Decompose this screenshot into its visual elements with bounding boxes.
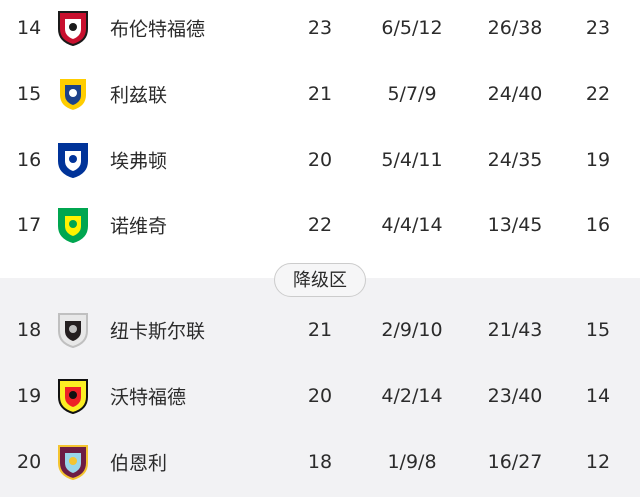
- relegation-zone: 18 纽卡斯尔联 21 2/9/10 21/43 15 19 沃特福德 20 4/…: [0, 278, 640, 497]
- team-name[interactable]: 纽卡斯尔联: [110, 320, 206, 343]
- matches-played: 21: [307, 319, 333, 341]
- points: 14: [585, 385, 611, 407]
- rank: 19: [17, 385, 42, 407]
- rank: 15: [17, 83, 42, 105]
- watford-crest-icon: [56, 377, 90, 415]
- team-name[interactable]: 埃弗顿: [110, 150, 168, 173]
- matches-played: 20: [307, 385, 333, 407]
- goals-for-against: 13/45: [487, 214, 543, 236]
- matches-played: 23: [307, 17, 333, 39]
- win-draw-loss: 6/5/12: [381, 17, 443, 39]
- rank: 20: [17, 451, 42, 473]
- win-draw-loss: 4/2/14: [381, 385, 443, 407]
- rank: 16: [17, 149, 42, 171]
- win-draw-loss: 5/7/9: [387, 83, 437, 105]
- win-draw-loss: 4/4/14: [381, 214, 443, 236]
- brentford-crest-icon: [56, 9, 90, 47]
- table-row[interactable]: 16 埃弗顿 20 5/4/11 24/35 19: [0, 127, 640, 193]
- table-row[interactable]: 17 诺维奇 22 4/4/14 13/45 16: [0, 192, 640, 258]
- points: 12: [585, 451, 611, 473]
- table-row[interactable]: 14 布伦特福德 23 6/5/12 26/38 23: [0, 0, 640, 61]
- goals-for-against: 16/27: [487, 451, 543, 473]
- burnley-crest-icon: [56, 443, 90, 481]
- team-name[interactable]: 诺维奇: [110, 215, 168, 238]
- matches-played: 18: [307, 451, 333, 473]
- team-name[interactable]: 伯恩利: [110, 452, 168, 475]
- team-name[interactable]: 布伦特福德: [110, 18, 206, 41]
- newcastle-crest-icon: [56, 311, 90, 349]
- win-draw-loss: 1/9/8: [387, 451, 437, 473]
- safe-zone: 14 布伦特福德 23 6/5/12 26/38 23 15 利兹联 21 5/7…: [0, 0, 640, 258]
- goals-for-against: 24/35: [487, 149, 543, 171]
- win-draw-loss: 2/9/10: [381, 319, 443, 341]
- team-name[interactable]: 沃特福德: [110, 386, 187, 409]
- table-row[interactable]: 19 沃特福德 20 4/2/14 23/40 14: [0, 363, 640, 429]
- points: 19: [585, 149, 611, 171]
- norwich-crest-icon: [56, 206, 90, 244]
- everton-crest-icon: [56, 141, 90, 179]
- goals-for-against: 26/38: [487, 17, 543, 39]
- team-name[interactable]: 利兹联: [110, 84, 168, 107]
- table-row[interactable]: 15 利兹联 21 5/7/9 24/40 22: [0, 61, 640, 127]
- rank: 14: [17, 17, 42, 39]
- points: 22: [585, 83, 611, 105]
- table-row[interactable]: 20 伯恩利 18 1/9/8 16/27 12: [0, 429, 640, 495]
- matches-played: 22: [307, 214, 333, 236]
- win-draw-loss: 5/4/11: [381, 149, 443, 171]
- points: 23: [585, 17, 611, 39]
- rank: 18: [17, 319, 42, 341]
- rank: 17: [17, 214, 42, 236]
- points: 16: [585, 214, 611, 236]
- goals-for-against: 24/40: [487, 83, 543, 105]
- matches-played: 20: [307, 149, 333, 171]
- table-row[interactable]: 18 纽卡斯尔联 21 2/9/10 21/43 15: [0, 297, 640, 363]
- points: 15: [585, 319, 611, 341]
- matches-played: 21: [307, 83, 333, 105]
- relegation-zone-label: 降级区: [274, 263, 366, 297]
- leeds-crest-icon: [56, 75, 90, 113]
- goals-for-against: 21/43: [487, 319, 543, 341]
- goals-for-against: 23/40: [487, 385, 543, 407]
